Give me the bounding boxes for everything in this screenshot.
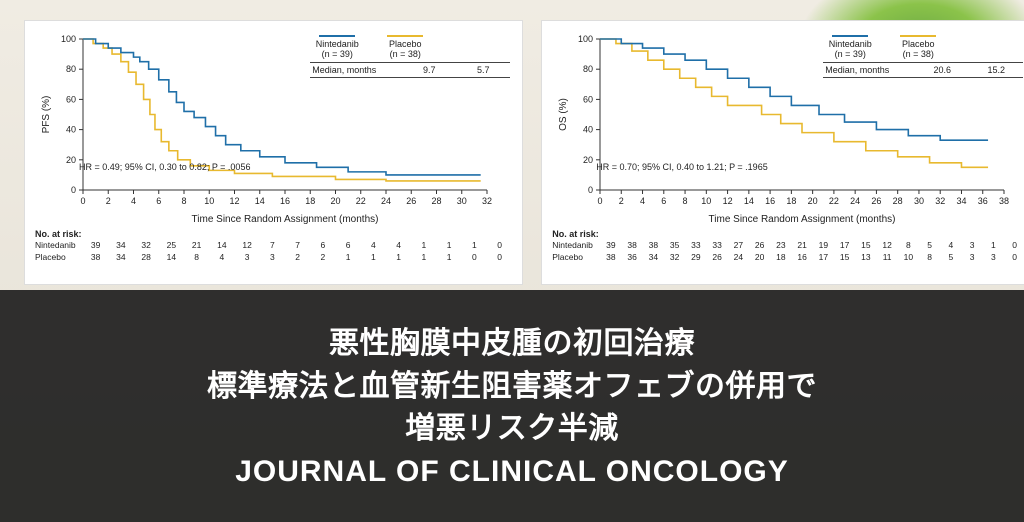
- svg-text:10: 10: [702, 196, 712, 206]
- svg-text:Time Since Random Assignment (: Time Since Random Assignment (months): [192, 214, 379, 225]
- svg-text:16: 16: [280, 196, 290, 206]
- charts-row: 0204060801000246810121416182022242628303…: [24, 20, 1000, 285]
- svg-text:18: 18: [787, 196, 797, 206]
- svg-text:8: 8: [683, 196, 688, 206]
- svg-text:28: 28: [431, 196, 441, 206]
- svg-text:28: 28: [893, 196, 903, 206]
- title-overlay: 悪性胸膜中皮腫の初回治療 標準療法と血管新生阻害薬オフェブの併用で 増悪リスク半…: [0, 290, 1024, 522]
- svg-text:20: 20: [330, 196, 340, 206]
- svg-text:24: 24: [850, 196, 860, 206]
- svg-text:38: 38: [999, 196, 1009, 206]
- os-legend: Nintedanib(n = 39)Placebo(n = 38)Median,…: [823, 33, 1023, 78]
- svg-text:0: 0: [80, 196, 85, 206]
- svg-text:20: 20: [583, 155, 593, 165]
- svg-text:6: 6: [662, 196, 667, 206]
- svg-text:40: 40: [66, 125, 76, 135]
- svg-text:2: 2: [619, 196, 624, 206]
- svg-text:2: 2: [106, 196, 111, 206]
- svg-text:PFS (%): PFS (%): [41, 96, 52, 134]
- svg-text:22: 22: [829, 196, 839, 206]
- overlay-line-3: 増悪リスク半減: [405, 408, 619, 451]
- svg-text:4: 4: [131, 196, 136, 206]
- svg-text:22: 22: [356, 196, 366, 206]
- svg-text:34: 34: [957, 196, 967, 206]
- svg-text:24: 24: [381, 196, 391, 206]
- svg-text:OS (%): OS (%): [558, 98, 569, 131]
- svg-text:14: 14: [744, 196, 754, 206]
- svg-text:16: 16: [765, 196, 775, 206]
- svg-text:30: 30: [457, 196, 467, 206]
- overlay-line-4: JOURNAL OF CLINICAL ONCOLOGY: [235, 455, 789, 489]
- os-risk-block: No. at risk:Nintedanib393838353333272623…: [552, 228, 1024, 263]
- svg-text:6: 6: [156, 196, 161, 206]
- svg-text:32: 32: [935, 196, 945, 206]
- pfs-legend: Nintedanib(n = 39)Placebo(n = 38)Median,…: [310, 33, 510, 78]
- svg-text:0: 0: [588, 185, 593, 195]
- pfs-hr-text: HR = 0.49; 95% CI, 0.30 to 0.82; P = .00…: [79, 162, 250, 172]
- pfs-risk-block: No. at risk:Nintedanib393432252114127766…: [35, 228, 512, 263]
- svg-text:20: 20: [66, 155, 76, 165]
- svg-text:80: 80: [66, 64, 76, 74]
- overlay-line-2: 標準療法と血管新生阻害薬オフェブの併用で: [207, 366, 817, 409]
- svg-text:32: 32: [482, 196, 492, 206]
- svg-text:26: 26: [406, 196, 416, 206]
- svg-text:20: 20: [808, 196, 818, 206]
- overlay-line-1: 悪性胸膜中皮腫の初回治療: [329, 323, 695, 366]
- os-hr-text: HR = 0.70; 95% CI, 0.40 to 1.21; P = .19…: [596, 162, 767, 172]
- svg-text:26: 26: [872, 196, 882, 206]
- svg-text:30: 30: [914, 196, 924, 206]
- svg-text:0: 0: [598, 196, 603, 206]
- svg-text:12: 12: [723, 196, 733, 206]
- svg-text:10: 10: [204, 196, 214, 206]
- svg-text:12: 12: [229, 196, 239, 206]
- svg-text:8: 8: [181, 196, 186, 206]
- svg-text:60: 60: [66, 94, 76, 104]
- svg-text:Time Since Random Assignment (: Time Since Random Assignment (months): [709, 214, 896, 225]
- os-panel: 0204060801000246810121416182022242628303…: [541, 20, 1024, 285]
- pfs-panel: 0204060801000246810121416182022242628303…: [24, 20, 523, 285]
- svg-text:36: 36: [978, 196, 988, 206]
- svg-text:100: 100: [578, 34, 593, 44]
- svg-text:0: 0: [71, 185, 76, 195]
- svg-text:14: 14: [255, 196, 265, 206]
- svg-text:18: 18: [305, 196, 315, 206]
- svg-text:60: 60: [583, 94, 593, 104]
- svg-text:40: 40: [583, 125, 593, 135]
- svg-text:100: 100: [61, 34, 76, 44]
- svg-text:80: 80: [583, 64, 593, 74]
- svg-text:4: 4: [640, 196, 645, 206]
